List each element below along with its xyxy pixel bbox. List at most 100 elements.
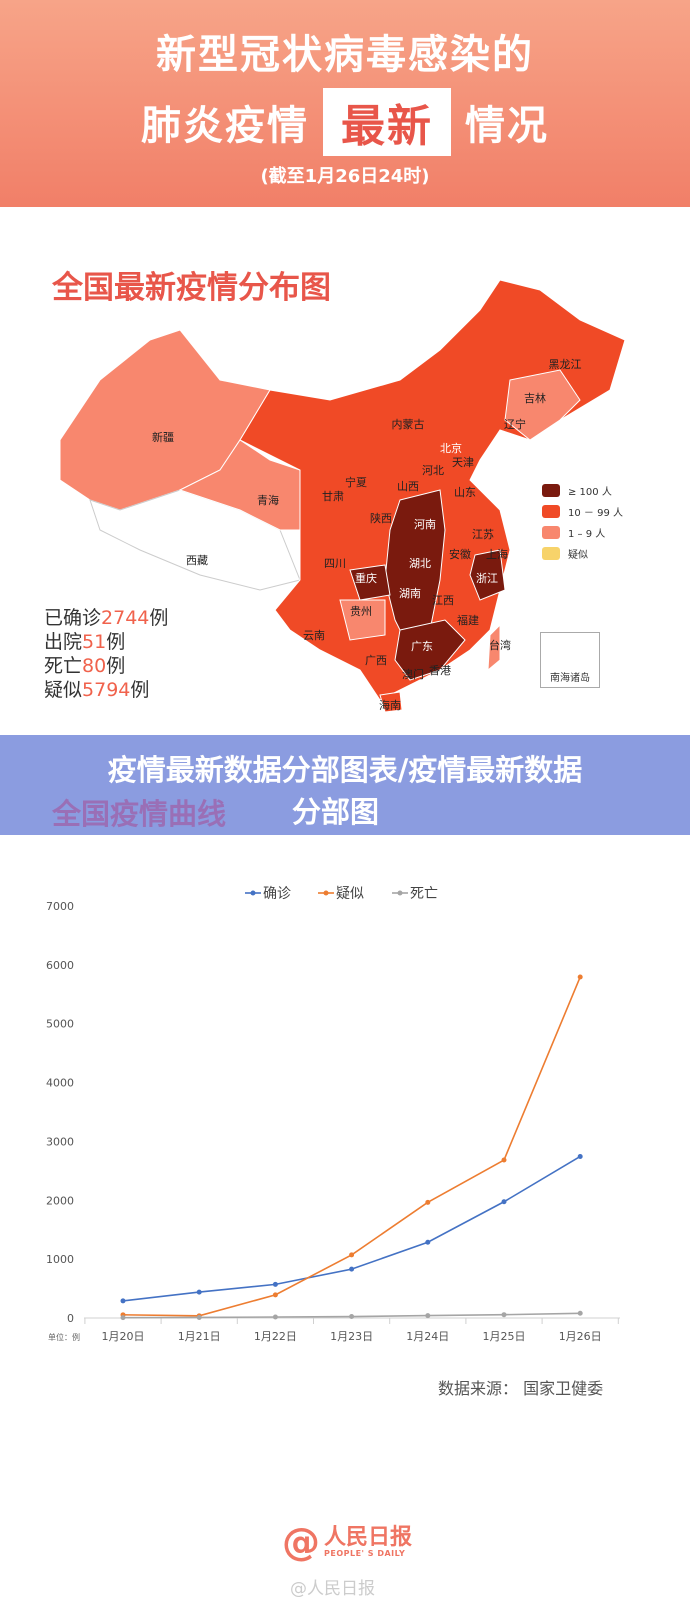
legend-item: 10 － 99 人 xyxy=(542,501,623,522)
overlay-title-line2: 分部图 xyxy=(292,795,380,829)
province-label: 湖南 xyxy=(399,587,421,600)
peoples-daily-logo: @ 人民日报 PEOPLE' S DAILY xyxy=(282,1520,412,1564)
series-line xyxy=(122,1155,581,1302)
header-title-line2: 肺炎疫情 最新 情况 xyxy=(0,88,690,156)
data-point xyxy=(196,1314,202,1320)
legend-label: 确诊 xyxy=(263,886,291,902)
province-label: 重庆 xyxy=(355,572,377,585)
data-point xyxy=(349,1252,355,1258)
series-2 xyxy=(120,1310,583,1321)
region-guizhou xyxy=(339,599,386,641)
x-tick-label: 1月24日 xyxy=(406,1330,449,1343)
province-label: 湖北 xyxy=(409,557,431,570)
map-legend: ≥ 100 人 10 － 99 人 1 – 9 人 疑似 xyxy=(542,480,623,564)
logo-at: @ xyxy=(282,1520,320,1564)
region-chongqing xyxy=(349,564,391,601)
weibo-watermark: @人民日报 xyxy=(290,1579,375,1599)
series-line xyxy=(122,976,581,1317)
province-label: 安徽 xyxy=(449,548,471,561)
province-label: 河北 xyxy=(422,464,444,477)
stat-suspected: 疑似5794例 xyxy=(44,679,150,701)
logo-en: PEOPLE' S DAILY xyxy=(324,1548,406,1558)
unit-label: 单位：例 xyxy=(48,1332,80,1342)
data-point xyxy=(425,1313,431,1319)
region-jilin xyxy=(504,369,581,441)
data-point xyxy=(349,1314,355,1320)
region-taiwan xyxy=(487,623,501,672)
province-label: 江西 xyxy=(432,594,454,607)
province-label: 青海 xyxy=(257,494,279,507)
y-tick-label: 1000 xyxy=(46,1253,74,1266)
province-label: 广东 xyxy=(411,640,433,653)
province-label: 内蒙古 xyxy=(391,418,425,431)
x-tick-label: 1月23日 xyxy=(330,1330,373,1343)
province-label: 山西 xyxy=(397,480,419,493)
region-guangdong xyxy=(394,619,466,681)
legend-label: 疑似 xyxy=(336,886,364,902)
legend-swatch xyxy=(542,526,560,539)
stat-deaths: 死亡80例 xyxy=(44,655,126,677)
region-hainan xyxy=(379,691,403,713)
data-point xyxy=(501,1157,507,1163)
y-tick-label: 4000 xyxy=(46,1077,74,1090)
province-label: 广西 xyxy=(365,654,387,667)
south-china-sea-inset: 南海诸岛 xyxy=(540,632,600,688)
line-chart: 1月20日 1月21日 1月22日 1月23日 1月24日 1月25日 1月26日 0 1000… xyxy=(46,886,620,1343)
data-point xyxy=(272,1281,278,1287)
province-label: 江苏 xyxy=(472,528,494,541)
x-tick-label: 1月20日 xyxy=(102,1330,145,1343)
legend-marker xyxy=(250,890,256,896)
stat-discharged: 出院51例 xyxy=(44,631,126,653)
data-point xyxy=(425,1199,431,1205)
legend-label: 死亡 xyxy=(410,886,438,902)
province-label: 上海 xyxy=(486,548,508,561)
province-label: 辽宁 xyxy=(504,418,526,431)
data-point xyxy=(577,1153,583,1159)
legend-swatch xyxy=(542,505,560,518)
stats: 已确诊2744例 出院51例 死亡80例 疑似5794例 xyxy=(44,606,168,702)
province-label: 四川 xyxy=(324,557,346,570)
legend-label: 1 – 9 人 xyxy=(568,529,606,540)
y-tick-label: 5000 xyxy=(46,1018,74,1031)
data-point xyxy=(272,1292,278,1298)
header-title-line1: 新型冠状病毒感染的 xyxy=(156,32,534,78)
title-left: 肺炎疫情 xyxy=(141,103,309,149)
province-label: 海南 xyxy=(379,699,401,712)
province-label: 澳门 xyxy=(402,668,424,681)
data-point xyxy=(577,974,583,980)
x-tick-label: 1月26日 xyxy=(559,1330,602,1343)
province-label: 陕西 xyxy=(370,512,392,525)
y-tick-label: 0 xyxy=(67,1312,74,1325)
province-label: 吉林 xyxy=(524,392,546,405)
province-label: 宁夏 xyxy=(345,476,367,489)
legend-marker xyxy=(323,890,329,896)
data-point xyxy=(120,1315,126,1321)
legend-item: 疑似 xyxy=(542,543,623,564)
overlay-title-line1: 疫情最新数据分部图表/疫情最新数据 xyxy=(107,753,583,787)
province-label: 西藏 xyxy=(186,554,208,567)
y-tick-label: 6000 xyxy=(46,959,74,972)
legend-swatch xyxy=(542,484,560,497)
province-label: 福建 xyxy=(457,614,479,627)
data-point xyxy=(501,1312,507,1318)
title-right: 情况 xyxy=(465,103,549,149)
header: 新型冠状病毒感染的 肺炎疫情 最新 情况 (截至1月26日24时) xyxy=(0,0,690,207)
x-tick-label: 1月22日 xyxy=(254,1330,297,1343)
province-label: 浙江 xyxy=(476,572,498,585)
overlay-banner: 全国疫情曲线 疫情最新数据分部图表/疫情最新数据 分部图 xyxy=(0,735,690,835)
province-label: 河南 xyxy=(414,518,436,531)
map-title: 全国最新疫情分布图 xyxy=(52,270,331,306)
province-label: 天津 xyxy=(452,456,474,469)
data-point xyxy=(196,1289,202,1295)
data-point xyxy=(501,1199,507,1205)
section-title: 全国疫情曲线 xyxy=(52,797,227,831)
legend-swatch xyxy=(542,547,560,560)
province-label: 贵州 xyxy=(350,605,372,618)
province-label: 黑龙江 xyxy=(548,358,582,371)
province-label: 甘肃 xyxy=(322,490,344,503)
data-point xyxy=(577,1310,583,1316)
province-label: 新疆 xyxy=(152,431,174,444)
province-label: 山东 xyxy=(454,486,476,499)
header-subtitle: (截至1月26日24时) xyxy=(260,166,430,187)
region-zhejiang xyxy=(469,549,506,601)
